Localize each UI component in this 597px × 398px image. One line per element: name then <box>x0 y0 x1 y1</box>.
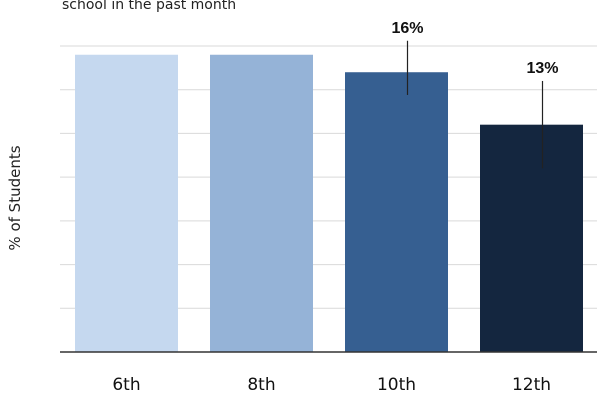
data-label-10th: 16% <box>391 20 423 37</box>
x-tick-label-10th: 10th <box>377 375 416 395</box>
chart-subtitle: school in the past month <box>62 0 236 13</box>
data-label-12th: 13% <box>526 60 558 77</box>
x-tick-labels: 6th 8th 10th 12th <box>112 375 551 395</box>
bar-12th <box>480 124 583 352</box>
error-bars <box>406 40 544 169</box>
bar-6th <box>75 54 178 352</box>
y-axis-label: % of Students <box>6 145 24 250</box>
bar-10th <box>345 72 448 352</box>
x-tick-label-12th: 12th <box>512 375 551 395</box>
x-tick-label-6th: 6th <box>112 375 140 395</box>
bars <box>75 54 583 352</box>
data-labels: 16% 13% <box>391 20 558 77</box>
bar-8th <box>210 54 313 352</box>
x-tick-label-8th: 8th <box>247 375 275 395</box>
